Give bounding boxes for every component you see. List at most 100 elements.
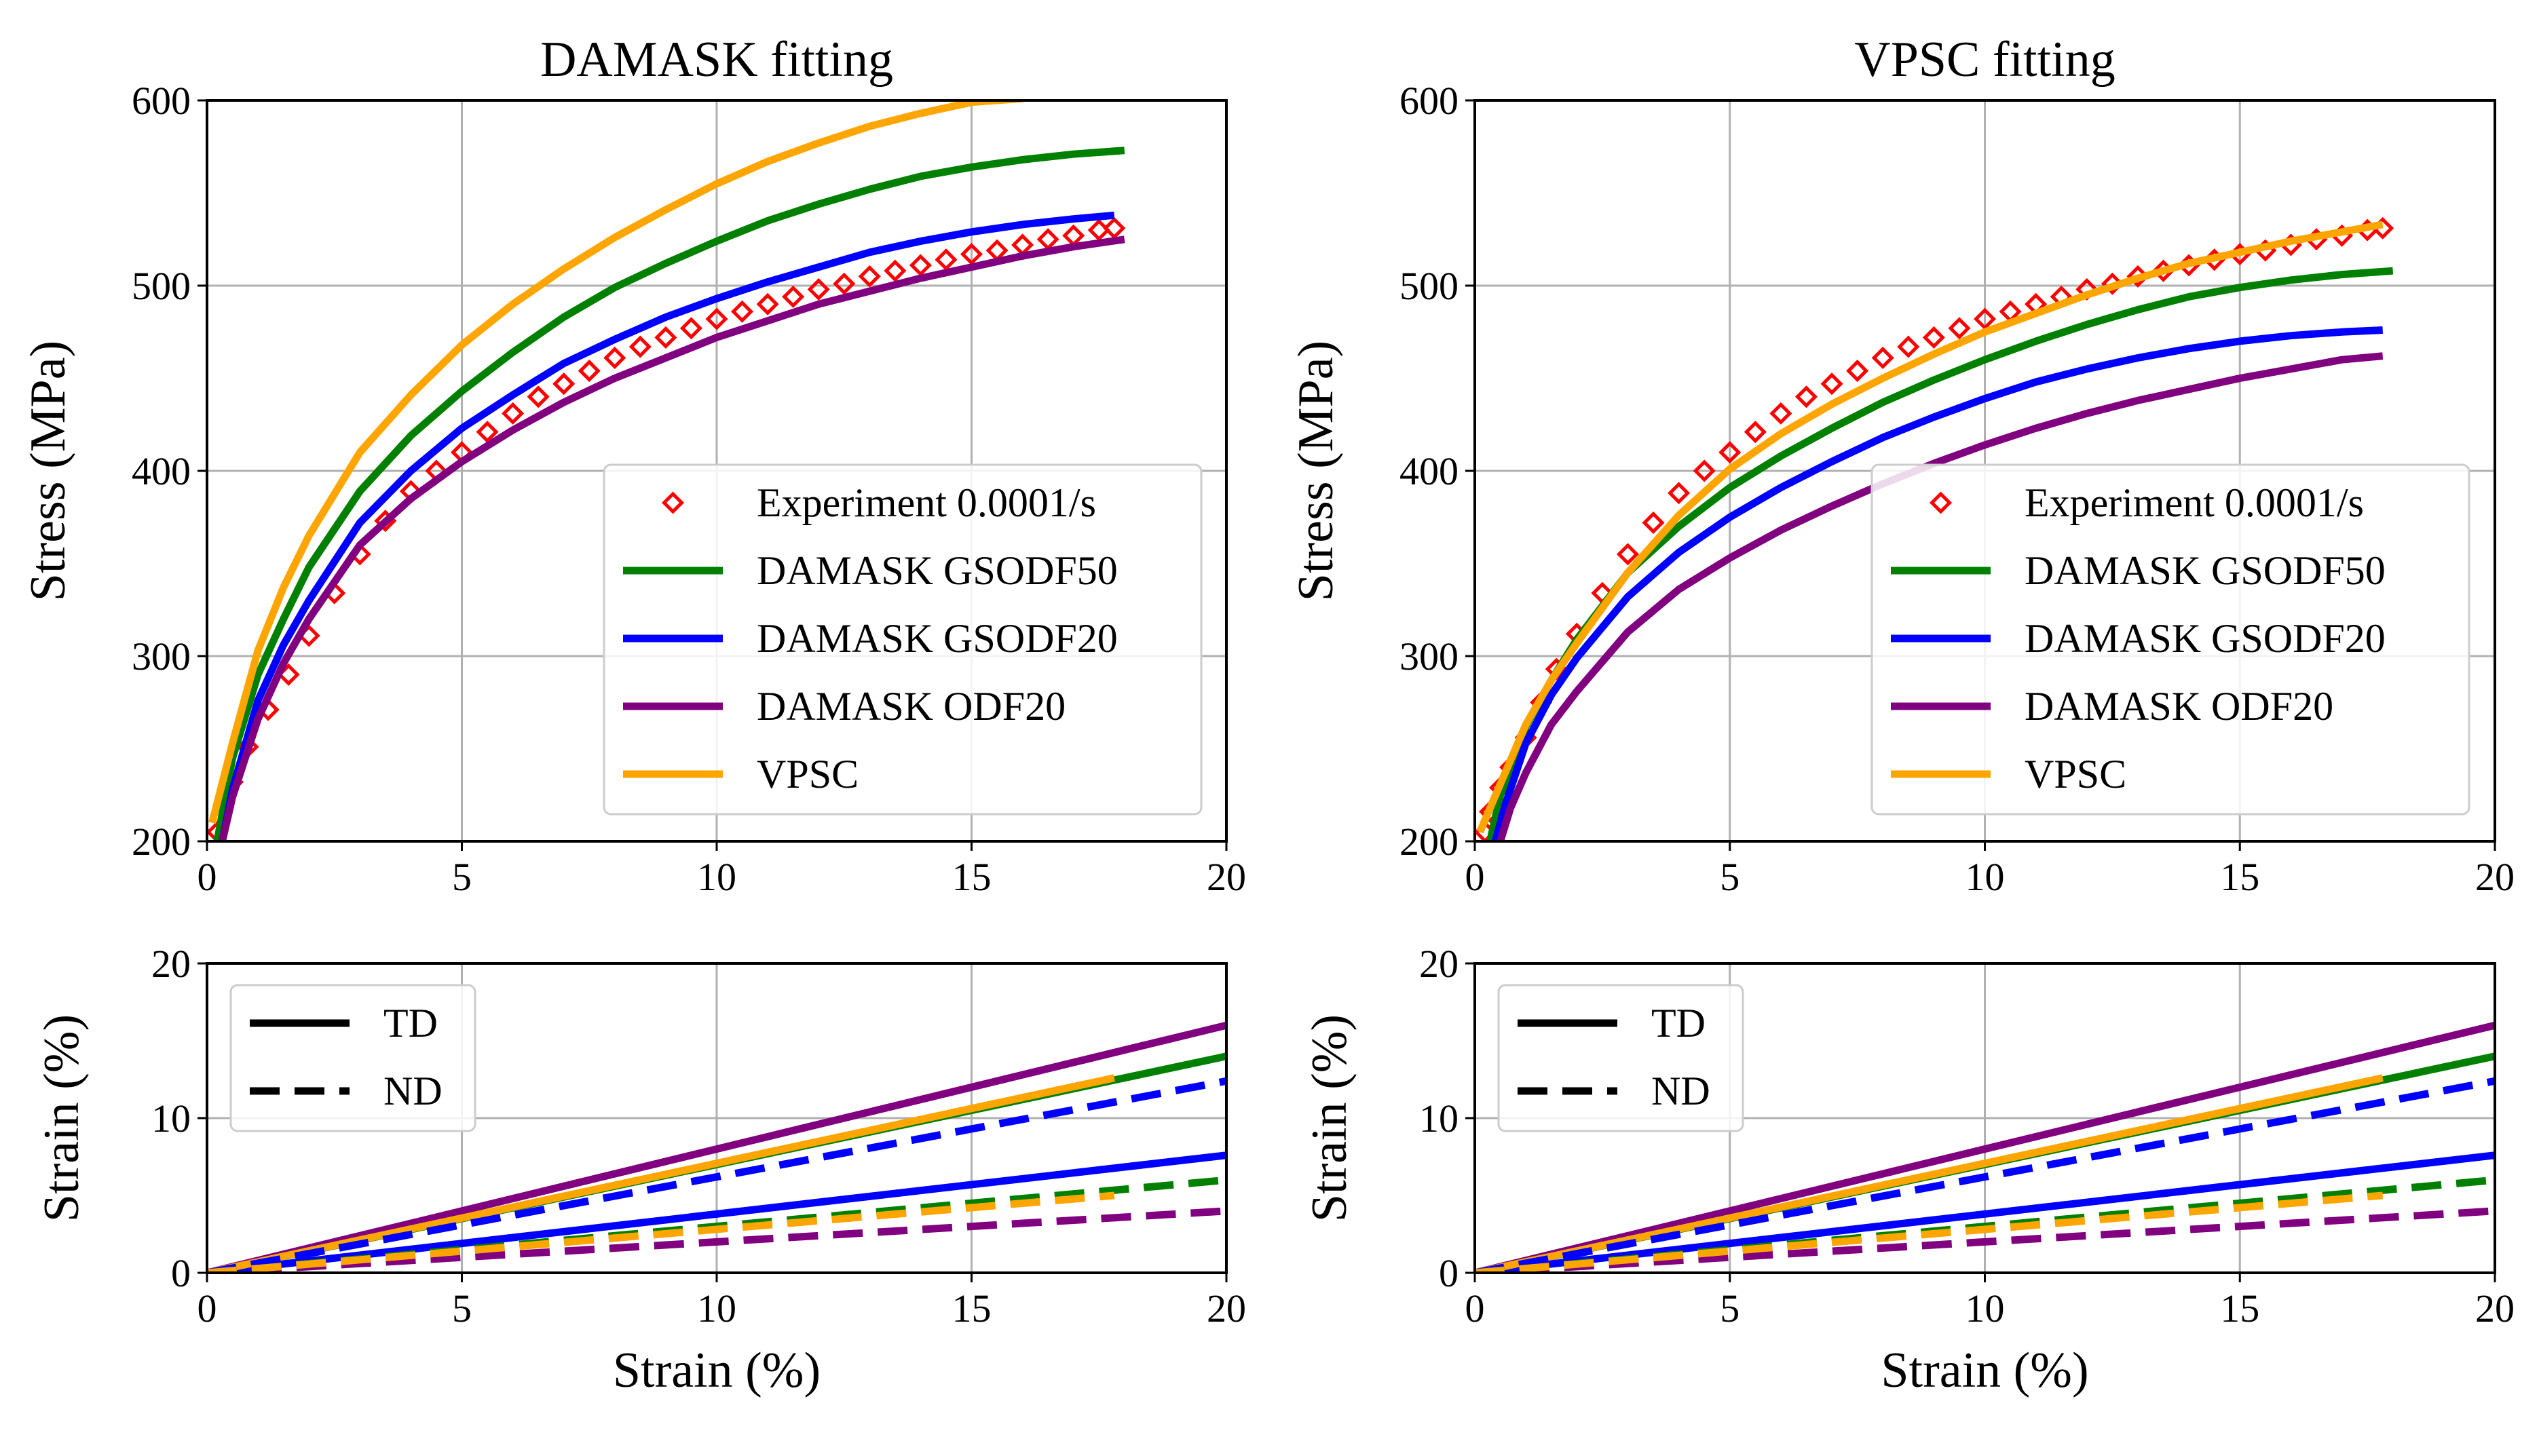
x-tick-label: 20 (1207, 855, 1246, 899)
series-line-damask-gsodf20 (1491, 326, 2383, 841)
data-point (1718, 441, 1742, 464)
legend-label: Experiment 0.0001/s (2025, 480, 2364, 525)
y-tick-label: 500 (132, 264, 191, 308)
legend-label: VPSC (757, 752, 859, 797)
data-point (578, 360, 601, 383)
series-line-vpsc-nd (1475, 1191, 2384, 1273)
y-tick-label: 20 (1419, 942, 1459, 986)
y-tick-label: 300 (132, 634, 191, 678)
data-point (1744, 421, 1767, 444)
legend-entry: DAMASK ODF20 (1891, 684, 2333, 729)
series-group (207, 1021, 1226, 1273)
data-point (1616, 543, 1639, 566)
legend-entry: VPSC (1891, 752, 2126, 797)
series-line-damask-gsodf20-td (1475, 1151, 2495, 1273)
y-axis-title: Strain (%) (1302, 1014, 1357, 1222)
legend-label: TD (1651, 1001, 1706, 1046)
legend-label: DAMASK GSODF50 (757, 548, 1118, 593)
x-tick-label: 0 (1465, 1286, 1485, 1330)
series-line-vpsc (208, 100, 1023, 824)
x-tick-label: 10 (697, 855, 736, 899)
x-tick-label: 5 (452, 855, 472, 899)
y-tick-label: 0 (171, 1251, 191, 1295)
data-point (731, 300, 754, 323)
y-tick-label: 400 (1399, 449, 1459, 493)
legend-label: TD (383, 1001, 438, 1046)
x-tick-label: 0 (198, 855, 217, 899)
plot-frame (1473, 962, 2496, 1274)
series-line-damask-odf20-nd (207, 1207, 1226, 1273)
plot-frame (1473, 99, 2496, 843)
legend-entry: ND (1518, 1069, 1710, 1113)
x-tick-label: 10 (1966, 1286, 2005, 1330)
series-line-vpsc-td (1475, 1074, 2384, 1273)
series-line-damask-gsodf50 (213, 147, 1125, 841)
series-line-vpsc-td (207, 1074, 1115, 1273)
y-tick-label: 200 (132, 820, 191, 864)
legend-entry: DAMASK GSODF20 (623, 616, 1118, 661)
data-point (654, 326, 677, 349)
data-point (1693, 459, 1716, 482)
legend: Experiment 0.0001/s DAMASK GSODF50 DAMASK … (1870, 463, 2470, 816)
series-line-damask-gsodf20-nd (1475, 1077, 2495, 1273)
x-tick-label: 0 (198, 1286, 217, 1330)
data-point (1794, 385, 1818, 408)
y-tick-label: 600 (132, 79, 191, 123)
data-point (1846, 360, 1869, 383)
data-point (628, 335, 652, 358)
data-point (884, 259, 907, 282)
data-point (935, 248, 958, 271)
x-tick-label: 5 (1720, 855, 1739, 899)
x-tick-label: 5 (1720, 1286, 1739, 1330)
data-point (476, 421, 499, 444)
legend-entry: DAMASK GSODF50 (1891, 548, 2386, 593)
panel-vpsc_stress: 0 5 10 15 20 200 300 400 500 600 VPSC fitting Stres… (1288, 32, 2515, 899)
y-tick-label: 400 (132, 449, 191, 493)
series-line-damask-odf20-td (1475, 1021, 2495, 1273)
x-axis-title: Strain (%) (1881, 1343, 2088, 1398)
data-point (1871, 346, 1894, 370)
legend-label: ND (383, 1069, 443, 1113)
data-point (807, 277, 830, 301)
data-point (1642, 511, 1665, 534)
x-tick-label: 0 (1465, 855, 1485, 899)
data-point (1769, 402, 1792, 425)
x-tick-label: 15 (2220, 855, 2259, 899)
series-line-damask-gsodf20-nd (207, 1077, 1226, 1273)
data-point (1973, 307, 1997, 330)
x-tick-label: 20 (1207, 1286, 1246, 1330)
data-point (1011, 233, 1034, 256)
series-line-damask-gsodf20 (219, 211, 1115, 841)
legend-entry: VPSC (623, 752, 859, 797)
x-tick-label: 15 (952, 855, 992, 899)
legend-entry: DAMASK ODF20 (623, 684, 1066, 729)
x-tick-label: 10 (697, 1286, 736, 1330)
x-tick-label: 20 (2475, 1286, 2515, 1330)
series-line-vpsc-nd (207, 1191, 1115, 1273)
data-point (502, 402, 525, 425)
data-point (1948, 317, 1971, 340)
data-point (1103, 216, 1126, 240)
plot-frame (206, 99, 1228, 843)
legend-label: DAMASK GSODF20 (757, 616, 1118, 661)
x-tick-label: 15 (952, 1286, 992, 1330)
legend-entry: Experiment 0.0001/s (661, 480, 1096, 525)
data-point (1036, 228, 1059, 251)
panel-damask_strain: 0 5 10 15 20 0 10 20 Strain (%) Strain (%) TD ND (34, 942, 1246, 1398)
data-point (1668, 482, 1691, 505)
y-axis-title: Strain (%) (34, 1014, 90, 1222)
data-point (858, 265, 881, 288)
legend-entry: DAMASK GSODF20 (1891, 616, 2386, 661)
y-tick-label: 20 (151, 942, 191, 986)
data-point (833, 272, 856, 295)
series-line-damask-odf20 (219, 235, 1125, 841)
legend-marker (661, 491, 685, 514)
y-tick-label: 10 (151, 1096, 191, 1141)
legend-entry: Experiment 0.0001/s (1929, 480, 2364, 525)
data-point (1820, 372, 1843, 396)
y-tick-label: 600 (1399, 79, 1459, 123)
data-point (603, 346, 626, 370)
legend-entry: TD (1518, 1001, 1706, 1046)
data-point (552, 372, 576, 396)
